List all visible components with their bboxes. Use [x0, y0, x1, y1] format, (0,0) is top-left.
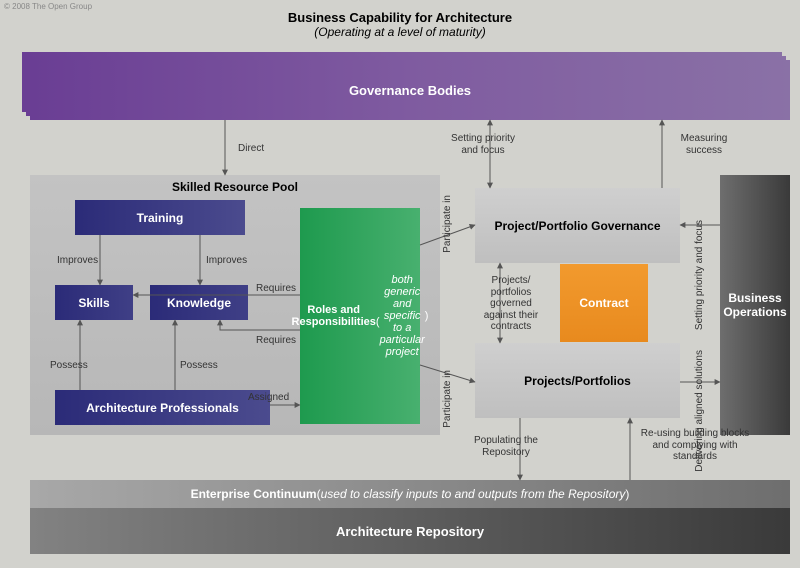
edge-label-1: Setting priority and focus	[448, 133, 518, 156]
edge-label-5: Requires	[256, 283, 296, 295]
node-pp_gov: Project/Portfolio Governance	[475, 188, 680, 263]
title-subtitle: (Operating at a level of maturity)	[0, 25, 800, 39]
title-main: Business Capability for Architecture	[0, 10, 800, 25]
edge-label-6: Requires	[256, 335, 296, 347]
edge-label-7: Possess	[50, 360, 88, 372]
node-resource_pool_title: Skilled Resource Pool	[30, 178, 440, 196]
edge-label-3: Improves	[57, 255, 98, 267]
edge-label-13: Setting priority and focus	[694, 220, 754, 330]
edge-label-0: Direct	[238, 143, 264, 155]
edge-label-8: Possess	[180, 360, 218, 372]
edge-label-15: Populating the Repository	[466, 435, 546, 458]
node-continuum: Enterprise Continuum (used to classify i…	[30, 480, 790, 508]
node-skills: Skills	[55, 285, 133, 320]
edge-label-12: Projects/ portfolios governed against th…	[476, 275, 546, 333]
node-knowledge: Knowledge	[150, 285, 248, 320]
edge-label-9: Assigned	[248, 392, 289, 404]
edge-label-16: Re-using building blocks and complying w…	[640, 428, 750, 463]
node-training: Training	[75, 200, 245, 235]
node-roles: Roles and Responsibilities(both generic …	[300, 208, 420, 424]
node-contract: Contract	[560, 264, 648, 342]
node-governance: Governance Bodies	[30, 60, 790, 120]
node-repository: Architecture Repository	[30, 508, 790, 554]
edge-label-2: Measuring success	[674, 133, 734, 156]
node-pp: Projects/Portfolios	[475, 343, 680, 418]
edge-label-11: Participate in	[442, 370, 454, 428]
node-arch_prof: Architecture Professionals	[55, 390, 270, 425]
diagram-title: Business Capability for Architecture (Op…	[0, 10, 800, 39]
edge-label-10: Participate in	[442, 195, 454, 253]
edge-label-4: Improves	[206, 255, 247, 267]
